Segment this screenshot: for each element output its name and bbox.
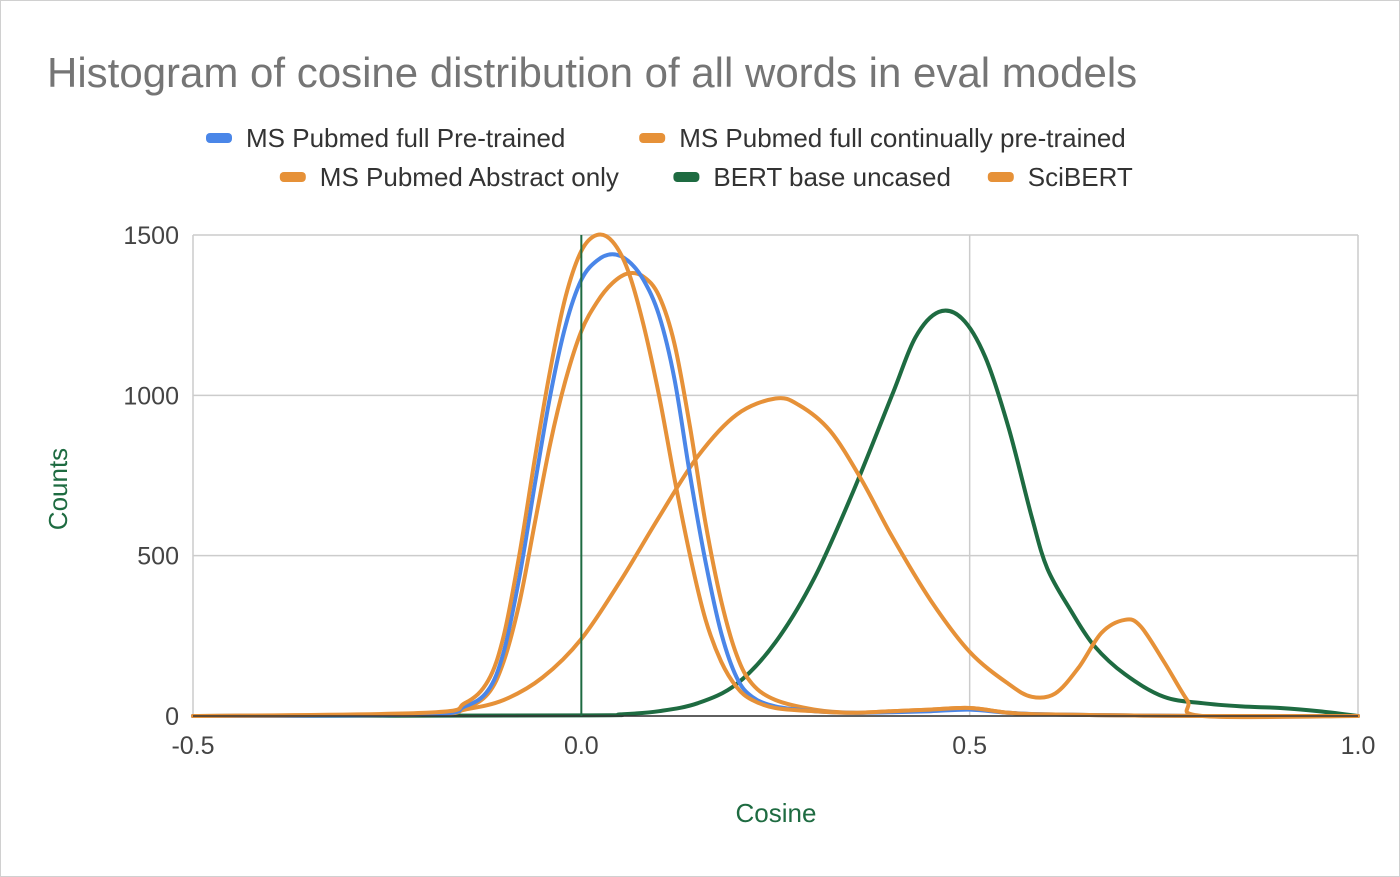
chart-title: Histogram of cosine distribution of all … xyxy=(47,49,1137,96)
x-tick-label: 1.0 xyxy=(1341,732,1376,760)
series-line-ms-pubmed-full-pre-trained xyxy=(191,252,1360,719)
x-tick-label: -0.5 xyxy=(171,732,214,760)
series-line-ms-pubmed-abstract-only xyxy=(191,232,1360,719)
legend-label: MS Pubmed full continually pre-trained xyxy=(679,123,1126,153)
y-tick-label: 1000 xyxy=(123,382,179,410)
series-lines xyxy=(191,232,1360,720)
legend-label: MS Pubmed Abstract only xyxy=(320,162,619,192)
x-tick-label: 0.0 xyxy=(564,732,599,760)
legend: MS Pubmed full Pre-trained MS Pubmed full… xyxy=(206,123,1133,192)
legend-swatch xyxy=(987,172,1014,182)
series-line-bert-base-uncased xyxy=(191,308,1360,718)
legend-label: BERT base uncased xyxy=(713,162,951,192)
legend-label: SciBERT xyxy=(1028,162,1133,192)
x-axis-title: Cosine xyxy=(736,798,817,828)
x-tick-label: 0.5 xyxy=(952,732,987,760)
y-tick-label: 1500 xyxy=(123,222,179,250)
series-line-scibert xyxy=(191,396,1360,720)
legend-swatch xyxy=(639,133,666,143)
y-tick-label: 500 xyxy=(137,543,179,571)
y-axis-title: Counts xyxy=(43,448,73,530)
series-line-ms-pubmed-full-continually-pre-trained xyxy=(191,271,1360,719)
legend-swatch xyxy=(279,172,306,182)
y-tick-label: 0 xyxy=(165,703,179,731)
legend-swatch xyxy=(206,133,232,143)
axes: 0 500 1000 1500 -0.5 0.0 0.5 1.0 xyxy=(123,222,1375,760)
legend-label: MS Pubmed full Pre-trained xyxy=(246,123,565,153)
legend-swatch xyxy=(673,172,700,182)
